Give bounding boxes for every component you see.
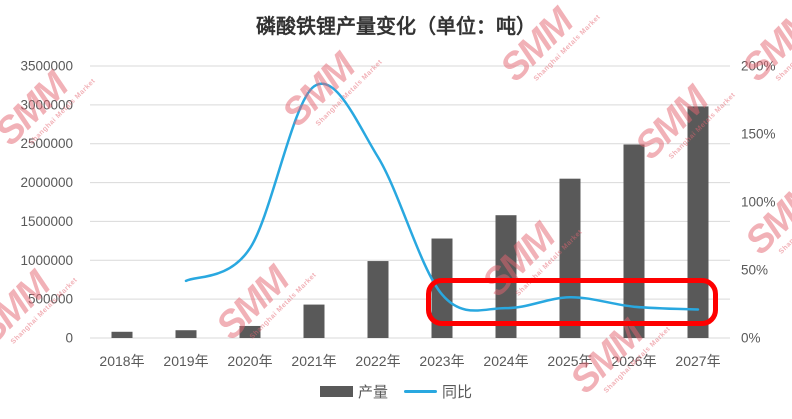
chart-legend: 产量 同比 bbox=[0, 381, 792, 402]
legend-item-production: 产量 bbox=[319, 381, 388, 402]
right-axis-tick-label: 100% bbox=[741, 195, 776, 210]
legend-label-production: 产量 bbox=[357, 384, 388, 401]
x-axis-tick-label: 2023年 bbox=[419, 353, 464, 369]
left-axis-tick-label: 1500000 bbox=[20, 214, 73, 229]
left-axis-tick-label: 500000 bbox=[28, 292, 73, 307]
x-axis-tick-label: 2019年 bbox=[163, 353, 208, 369]
right-axis-tick-label: 50% bbox=[741, 263, 768, 278]
bar-2027年 bbox=[687, 106, 709, 338]
left-axis-tick-label: 3500000 bbox=[20, 59, 73, 74]
x-axis-tick-label: 2022年 bbox=[355, 353, 400, 369]
x-axis-tick-label: 2025年 bbox=[547, 353, 592, 369]
left-axis-tick-label: 2000000 bbox=[20, 175, 73, 190]
right-axis-tick-label: 0% bbox=[741, 331, 761, 346]
yoy-line bbox=[184, 82, 700, 312]
x-axis-tick-label: 2020年 bbox=[227, 353, 272, 369]
bar-2023年 bbox=[431, 238, 453, 338]
left-axis-tick-label: 2500000 bbox=[20, 136, 73, 151]
x-axis-tick-label: 2024年 bbox=[483, 353, 528, 369]
x-axis-tick-label: 2027年 bbox=[675, 353, 720, 369]
right-axis-tick-label: 200% bbox=[741, 59, 776, 74]
bar-2021年 bbox=[303, 304, 325, 338]
bar-2018年 bbox=[111, 331, 133, 338]
bar-2024年 bbox=[495, 215, 517, 338]
legend-item-yoy: 同比 bbox=[404, 381, 472, 402]
x-axis-tick-label: 2018年 bbox=[99, 353, 144, 369]
bar-2019年 bbox=[175, 330, 197, 338]
x-axis-tick-label: 2021年 bbox=[291, 353, 336, 369]
left-axis-tick-label: 3000000 bbox=[20, 97, 73, 112]
line-series-swatch bbox=[404, 390, 437, 393]
bar-2020年 bbox=[239, 325, 261, 338]
x-axis-tick-label: 2026年 bbox=[611, 353, 656, 369]
bar-2026年 bbox=[623, 144, 645, 338]
left-axis-tick-label: 0 bbox=[65, 331, 73, 346]
left-axis-tick-label: 1000000 bbox=[20, 253, 73, 268]
legend-label-yoy: 同比 bbox=[442, 384, 473, 401]
bar-2022年 bbox=[367, 261, 389, 338]
bar-series-swatch bbox=[319, 386, 353, 397]
bar-2025年 bbox=[559, 178, 581, 338]
right-axis-tick-label: 150% bbox=[741, 127, 776, 142]
chart-title: 磷酸铁锂产量变化（单位：吨） bbox=[256, 16, 536, 38]
